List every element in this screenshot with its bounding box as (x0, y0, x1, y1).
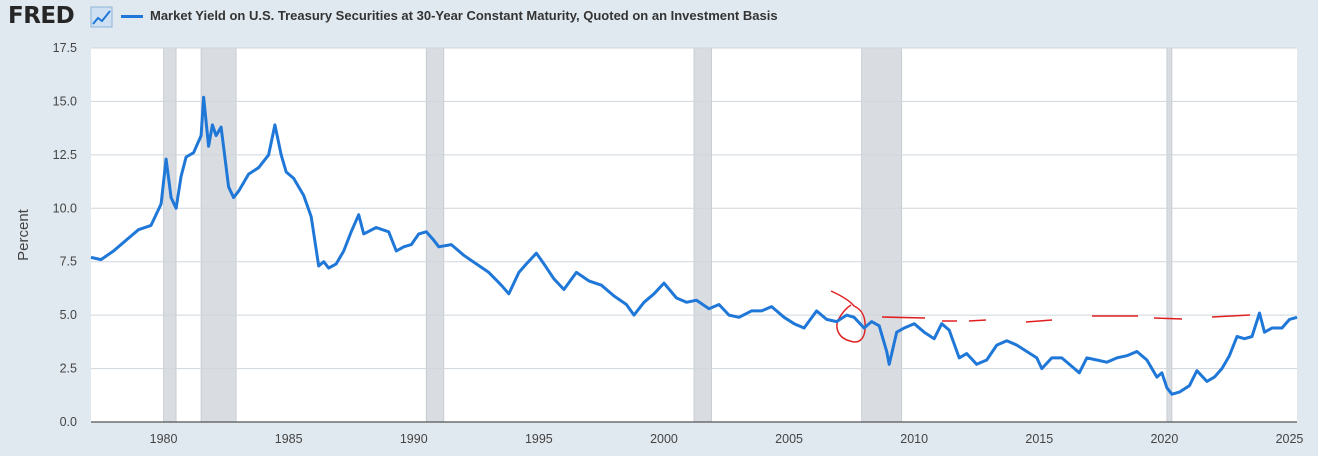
gridlines (91, 47, 1297, 423)
x-tick-label: 2025 (1276, 432, 1304, 446)
x-tick-label: 1990 (400, 432, 428, 446)
x-axis-ticks: 1980 1985 1990 1995 2000 2005 2010 2015 2020 2025 (150, 432, 1304, 446)
y-tick-label: 10.0 (53, 201, 77, 215)
x-tick-label: 2020 (1150, 432, 1178, 446)
y-tick-label: 7.5 (60, 255, 77, 269)
y-axis-ticks: 0.0 2.5 5.0 7.5 10.0 12.5 15.0 17.5 (53, 41, 77, 429)
y-tick-label: 12.5 (53, 148, 77, 162)
x-tick-label: 2010 (900, 432, 928, 446)
y-tick-label: 15.0 (53, 94, 77, 108)
recession-shading (163, 47, 1173, 423)
y-axis-label: Percent (15, 208, 32, 261)
recession-band (200, 47, 237, 423)
y-tick-label: 2.5 (60, 362, 77, 376)
x-tick-label: 1980 (150, 432, 178, 446)
y-tick-label: 0.0 (60, 415, 77, 429)
x-tick-label: 1985 (275, 432, 303, 446)
x-tick-label: 1995 (525, 432, 553, 446)
fred-logo: FRED (8, 3, 75, 29)
recession-band (1166, 47, 1173, 423)
y-tick-label: 17.5 (53, 41, 77, 55)
legend-swatch (121, 15, 143, 18)
recession-band (861, 47, 903, 423)
recession-band (693, 47, 712, 423)
x-tick-label: 2015 (1025, 432, 1053, 446)
x-tick-label: 2000 (650, 432, 678, 446)
line-chart-icon (90, 6, 113, 28)
series-line (90, 95, 1298, 396)
series-title[interactable]: Market Yield on U.S. Treasury Securities… (150, 8, 778, 23)
x-tick-label: 2005 (775, 432, 803, 446)
annotation-dashed-line (881, 314, 1251, 323)
chart-header: FRED Market Yield on U.S. Treasury Secur… (0, 0, 1318, 34)
recession-band (163, 47, 177, 423)
y-tick-label: 5.0 (60, 308, 77, 322)
